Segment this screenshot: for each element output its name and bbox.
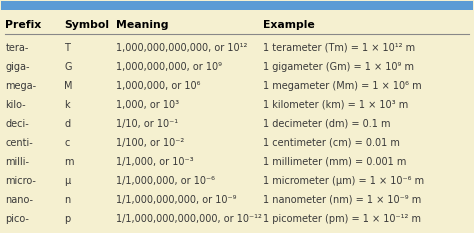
Text: mega-: mega- [5,81,36,91]
Text: 1,000,000, or 10⁶: 1,000,000, or 10⁶ [117,81,201,91]
Text: 1 micrometer (μm) = 1 × 10⁻⁶ m: 1 micrometer (μm) = 1 × 10⁻⁶ m [263,176,424,186]
FancyBboxPatch shape [0,1,474,10]
Text: m: m [64,157,74,167]
Text: 1 gigameter (Gm) = 1 × 10⁹ m: 1 gigameter (Gm) = 1 × 10⁹ m [263,62,414,72]
Text: Example: Example [263,20,315,30]
Text: giga-: giga- [5,62,30,72]
Text: d: d [64,119,71,129]
Text: micro-: micro- [5,176,36,186]
Text: Symbol: Symbol [64,20,109,30]
Text: 1/1,000,000, or 10⁻⁶: 1/1,000,000, or 10⁻⁶ [117,176,216,186]
Text: pico-: pico- [5,214,29,224]
Text: M: M [64,81,73,91]
Text: 1/100, or 10⁻²: 1/100, or 10⁻² [117,138,185,148]
Text: 1,000, or 10³: 1,000, or 10³ [117,100,180,110]
Text: p: p [64,214,71,224]
Text: 1 megameter (Mm) = 1 × 10⁶ m: 1 megameter (Mm) = 1 × 10⁶ m [263,81,421,91]
Text: 1 centimeter (cm) = 0.01 m: 1 centimeter (cm) = 0.01 m [263,138,400,148]
Text: 1 nanometer (nm) = 1 × 10⁻⁹ m: 1 nanometer (nm) = 1 × 10⁻⁹ m [263,195,421,205]
Text: 1/1,000, or 10⁻³: 1/1,000, or 10⁻³ [117,157,194,167]
Text: k: k [64,100,70,110]
Text: 1/10, or 10⁻¹: 1/10, or 10⁻¹ [117,119,179,129]
Text: n: n [64,195,71,205]
Text: Prefix: Prefix [5,20,42,30]
Text: c: c [64,138,70,148]
Text: tera-: tera- [5,43,29,53]
Text: milli-: milli- [5,157,29,167]
Text: 1/1,000,000,000,000, or 10⁻¹²: 1/1,000,000,000,000, or 10⁻¹² [117,214,263,224]
Text: 1/1,000,000,000, or 10⁻⁹: 1/1,000,000,000, or 10⁻⁹ [117,195,237,205]
Text: 1 millimeter (mm) = 0.001 m: 1 millimeter (mm) = 0.001 m [263,157,406,167]
Text: kilo-: kilo- [5,100,26,110]
Text: deci-: deci- [5,119,29,129]
Text: 1,000,000,000, or 10⁹: 1,000,000,000, or 10⁹ [117,62,222,72]
Text: μ: μ [64,176,71,186]
Text: T: T [64,43,70,53]
Text: centi-: centi- [5,138,33,148]
Text: 1 kilometer (km) = 1 × 10³ m: 1 kilometer (km) = 1 × 10³ m [263,100,408,110]
Text: Meaning: Meaning [117,20,169,30]
Text: G: G [64,62,72,72]
Text: 1 terameter (Tm) = 1 × 10¹² m: 1 terameter (Tm) = 1 × 10¹² m [263,43,415,53]
Text: 1 picometer (pm) = 1 × 10⁻¹² m: 1 picometer (pm) = 1 × 10⁻¹² m [263,214,421,224]
Text: 1 decimeter (dm) = 0.1 m: 1 decimeter (dm) = 0.1 m [263,119,391,129]
Text: 1,000,000,000,000, or 10¹²: 1,000,000,000,000, or 10¹² [117,43,248,53]
Text: nano-: nano- [5,195,34,205]
